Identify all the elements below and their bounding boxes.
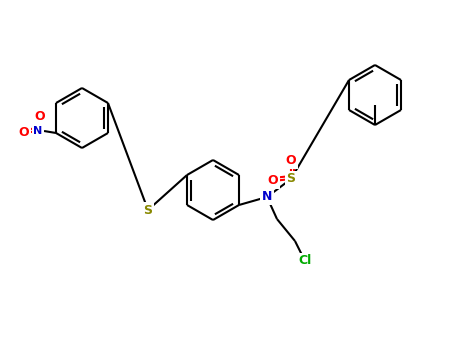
- Text: O: O: [268, 175, 278, 188]
- Text: O: O: [19, 126, 29, 140]
- Text: Cl: Cl: [298, 254, 312, 267]
- Text: O: O: [286, 154, 296, 168]
- Text: S: S: [143, 203, 152, 217]
- Text: S: S: [287, 173, 295, 186]
- Text: O: O: [35, 111, 46, 124]
- Text: N: N: [262, 190, 272, 203]
- Text: N: N: [33, 126, 43, 136]
